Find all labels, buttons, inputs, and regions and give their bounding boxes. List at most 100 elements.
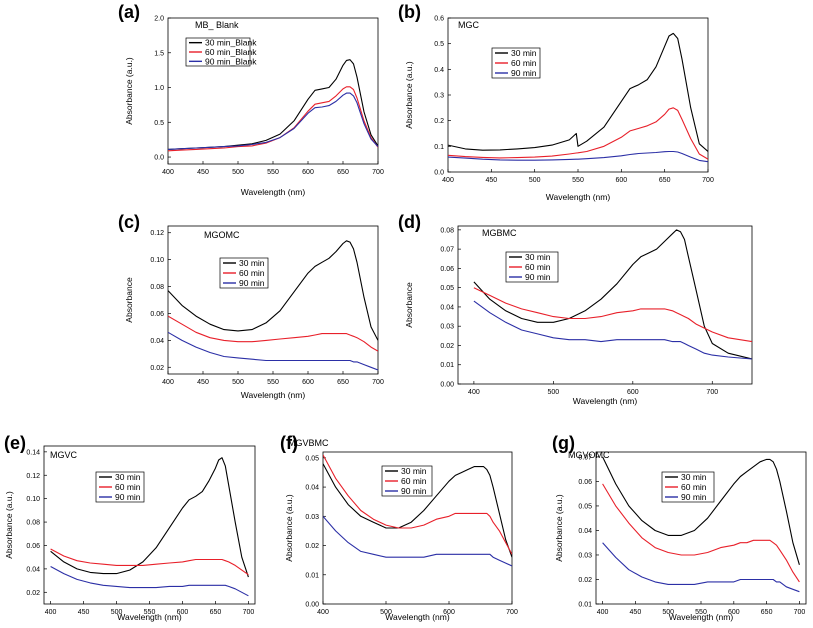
series-line-2: [448, 107, 708, 160]
panel-g: (g) 400 450 500 550 600 650 700 0.01 0.02 0.03 0.0…: [552, 433, 807, 622]
x-tick-label: 400: [162, 169, 174, 176]
y-tick-label: 0.04: [150, 338, 164, 345]
y-tick-label: 0.02: [578, 577, 592, 584]
legend-label: 30 min_Blank: [205, 38, 257, 48]
y-tick-label: 0.3: [434, 93, 444, 100]
x-tick-label: 600: [627, 389, 639, 396]
chart-title: MGVC: [50, 450, 78, 460]
series-line-2: [168, 315, 378, 352]
series-line-1: [602, 456, 800, 565]
y-tick-label: 0.02: [150, 365, 164, 372]
x-tick-label: 700: [372, 379, 384, 386]
x-tick-label: 600: [302, 169, 314, 176]
x-tick-label: 400: [468, 389, 480, 396]
panel-a: (a) 400 450 500 550 600 650 700 0.0 0.5 1.0 1.5 2.0…: [118, 2, 384, 197]
legend-label: 60 min_Blank: [205, 47, 257, 57]
series-line-1: [50, 457, 249, 578]
legend-label: 60 min: [239, 268, 265, 278]
y-tick-label: 2.0: [154, 16, 164, 23]
x-tick-label: 500: [111, 609, 123, 616]
panel-letter-b: (b): [398, 2, 421, 22]
plot-frame: [457, 225, 753, 385]
x-tick-label: 400: [317, 609, 329, 616]
plot-frame: [167, 225, 379, 375]
x-tick-label: 700: [372, 169, 384, 176]
legend-label: 30 min: [511, 48, 537, 58]
y-tick-label: 0.02: [440, 343, 454, 350]
series-line-3: [602, 542, 800, 593]
y-tick-label: 0.04: [440, 304, 454, 311]
y-tick-label: 0.04: [305, 485, 319, 492]
chart-panel-d: 400 500 600 700 0.00 0.01 0.02 0.03 0.04 0.05 0.06…: [404, 225, 753, 406]
chart-title: MGC: [458, 20, 479, 30]
x-tick-label: 450: [485, 177, 497, 184]
x-tick-label: 500: [232, 379, 244, 386]
x-tick-label: 550: [572, 177, 584, 184]
x-tick-label: 550: [144, 609, 156, 616]
y-tick-label: 0.02: [26, 590, 40, 597]
y-tick-label: 0.14: [26, 449, 40, 456]
x-tick-label: 400: [162, 379, 174, 386]
x-tick-label: 700: [706, 389, 718, 396]
plot-frame: [447, 17, 709, 173]
series-line-2: [50, 548, 249, 576]
y-tick-label: 0.10: [150, 257, 164, 264]
y-tick-label: 0.02: [305, 543, 319, 550]
y-tick-label: 0.05: [440, 285, 454, 292]
x-tick-label: 500: [662, 609, 674, 616]
chart-panel-c: 400 450 500 550 600 650 700 0.02 0.04 0.06 0.08 0.1…: [124, 225, 384, 400]
y-tick-label: 0.01: [578, 602, 592, 609]
series-line-3: [50, 566, 249, 597]
x-tick-label: 600: [302, 379, 314, 386]
y-tick-label: 0.10: [26, 496, 40, 503]
x-tick-label: 500: [548, 389, 560, 396]
chart-title: MGVOMC: [568, 450, 610, 460]
chart-title: MGBMC: [482, 228, 517, 238]
y-tick-label: 0.05: [578, 503, 592, 510]
series-line-3: [168, 331, 378, 371]
y-tick-label: 0.00: [440, 382, 454, 389]
y-tick-label: 0.5: [434, 41, 444, 48]
legend-label: 90 min: [525, 272, 551, 282]
x-tick-label: 400: [597, 609, 609, 616]
chart-panel-b: 400 450 500 550 600 650 700 0.0 0.1 0.2 0.3 0.4 0.5 0…: [404, 16, 714, 203]
series-line-3: [323, 515, 512, 567]
y-axis-label: Absorbance (a.u.): [4, 491, 14, 559]
y-tick-label: 0.4: [434, 67, 444, 74]
chart-panel-e: 400 450 500 550 600 650 700 0.02 0.04 0.06 0.08 0.1…: [4, 445, 256, 622]
y-tick-label: 0.08: [440, 227, 454, 234]
y-tick-label: 0.0: [434, 170, 444, 177]
y-tick-label: 0.12: [26, 473, 40, 480]
series-line-2: [323, 454, 512, 555]
x-tick-label: 700: [794, 609, 806, 616]
legend-label: 30 min: [681, 472, 707, 482]
x-tick-label: 500: [529, 177, 541, 184]
y-tick-label: 0.03: [578, 552, 592, 559]
legend-label: 60 min: [525, 262, 551, 272]
y-tick-label: 0.06: [440, 266, 454, 273]
y-tick-label: 0.06: [150, 311, 164, 318]
y-tick-label: 0.06: [26, 543, 40, 550]
y-tick-label: 1.0: [154, 85, 164, 92]
y-tick-label: 0.1: [434, 144, 444, 151]
x-axis-label: Wavelength (nm): [385, 612, 450, 622]
x-tick-label: 600: [615, 177, 627, 184]
series-line-1: [448, 32, 708, 152]
x-tick-label: 600: [177, 609, 189, 616]
legend-label: 30 min: [239, 258, 265, 268]
y-tick-label: 0.01: [305, 572, 319, 579]
y-tick-label: 0.5: [154, 120, 164, 127]
y-axis-label: Absorbance: [124, 277, 134, 323]
x-tick-label: 650: [210, 609, 222, 616]
series-line-2: [602, 483, 800, 583]
series-line-1: [168, 59, 378, 150]
plot-frame: [322, 451, 513, 605]
x-tick-label: 550: [267, 169, 279, 176]
x-tick-label: 500: [232, 169, 244, 176]
legend-label: 90 min: [401, 486, 427, 496]
panel-f: (f) 400 500 600 700 0.00 0.01 0.02 0.03 0.04 0.05…: [280, 433, 518, 622]
x-axis-label: Wavelength (nm): [241, 187, 306, 197]
panel-letter-f: (f): [280, 433, 298, 453]
y-tick-label: 0.00: [305, 602, 319, 609]
